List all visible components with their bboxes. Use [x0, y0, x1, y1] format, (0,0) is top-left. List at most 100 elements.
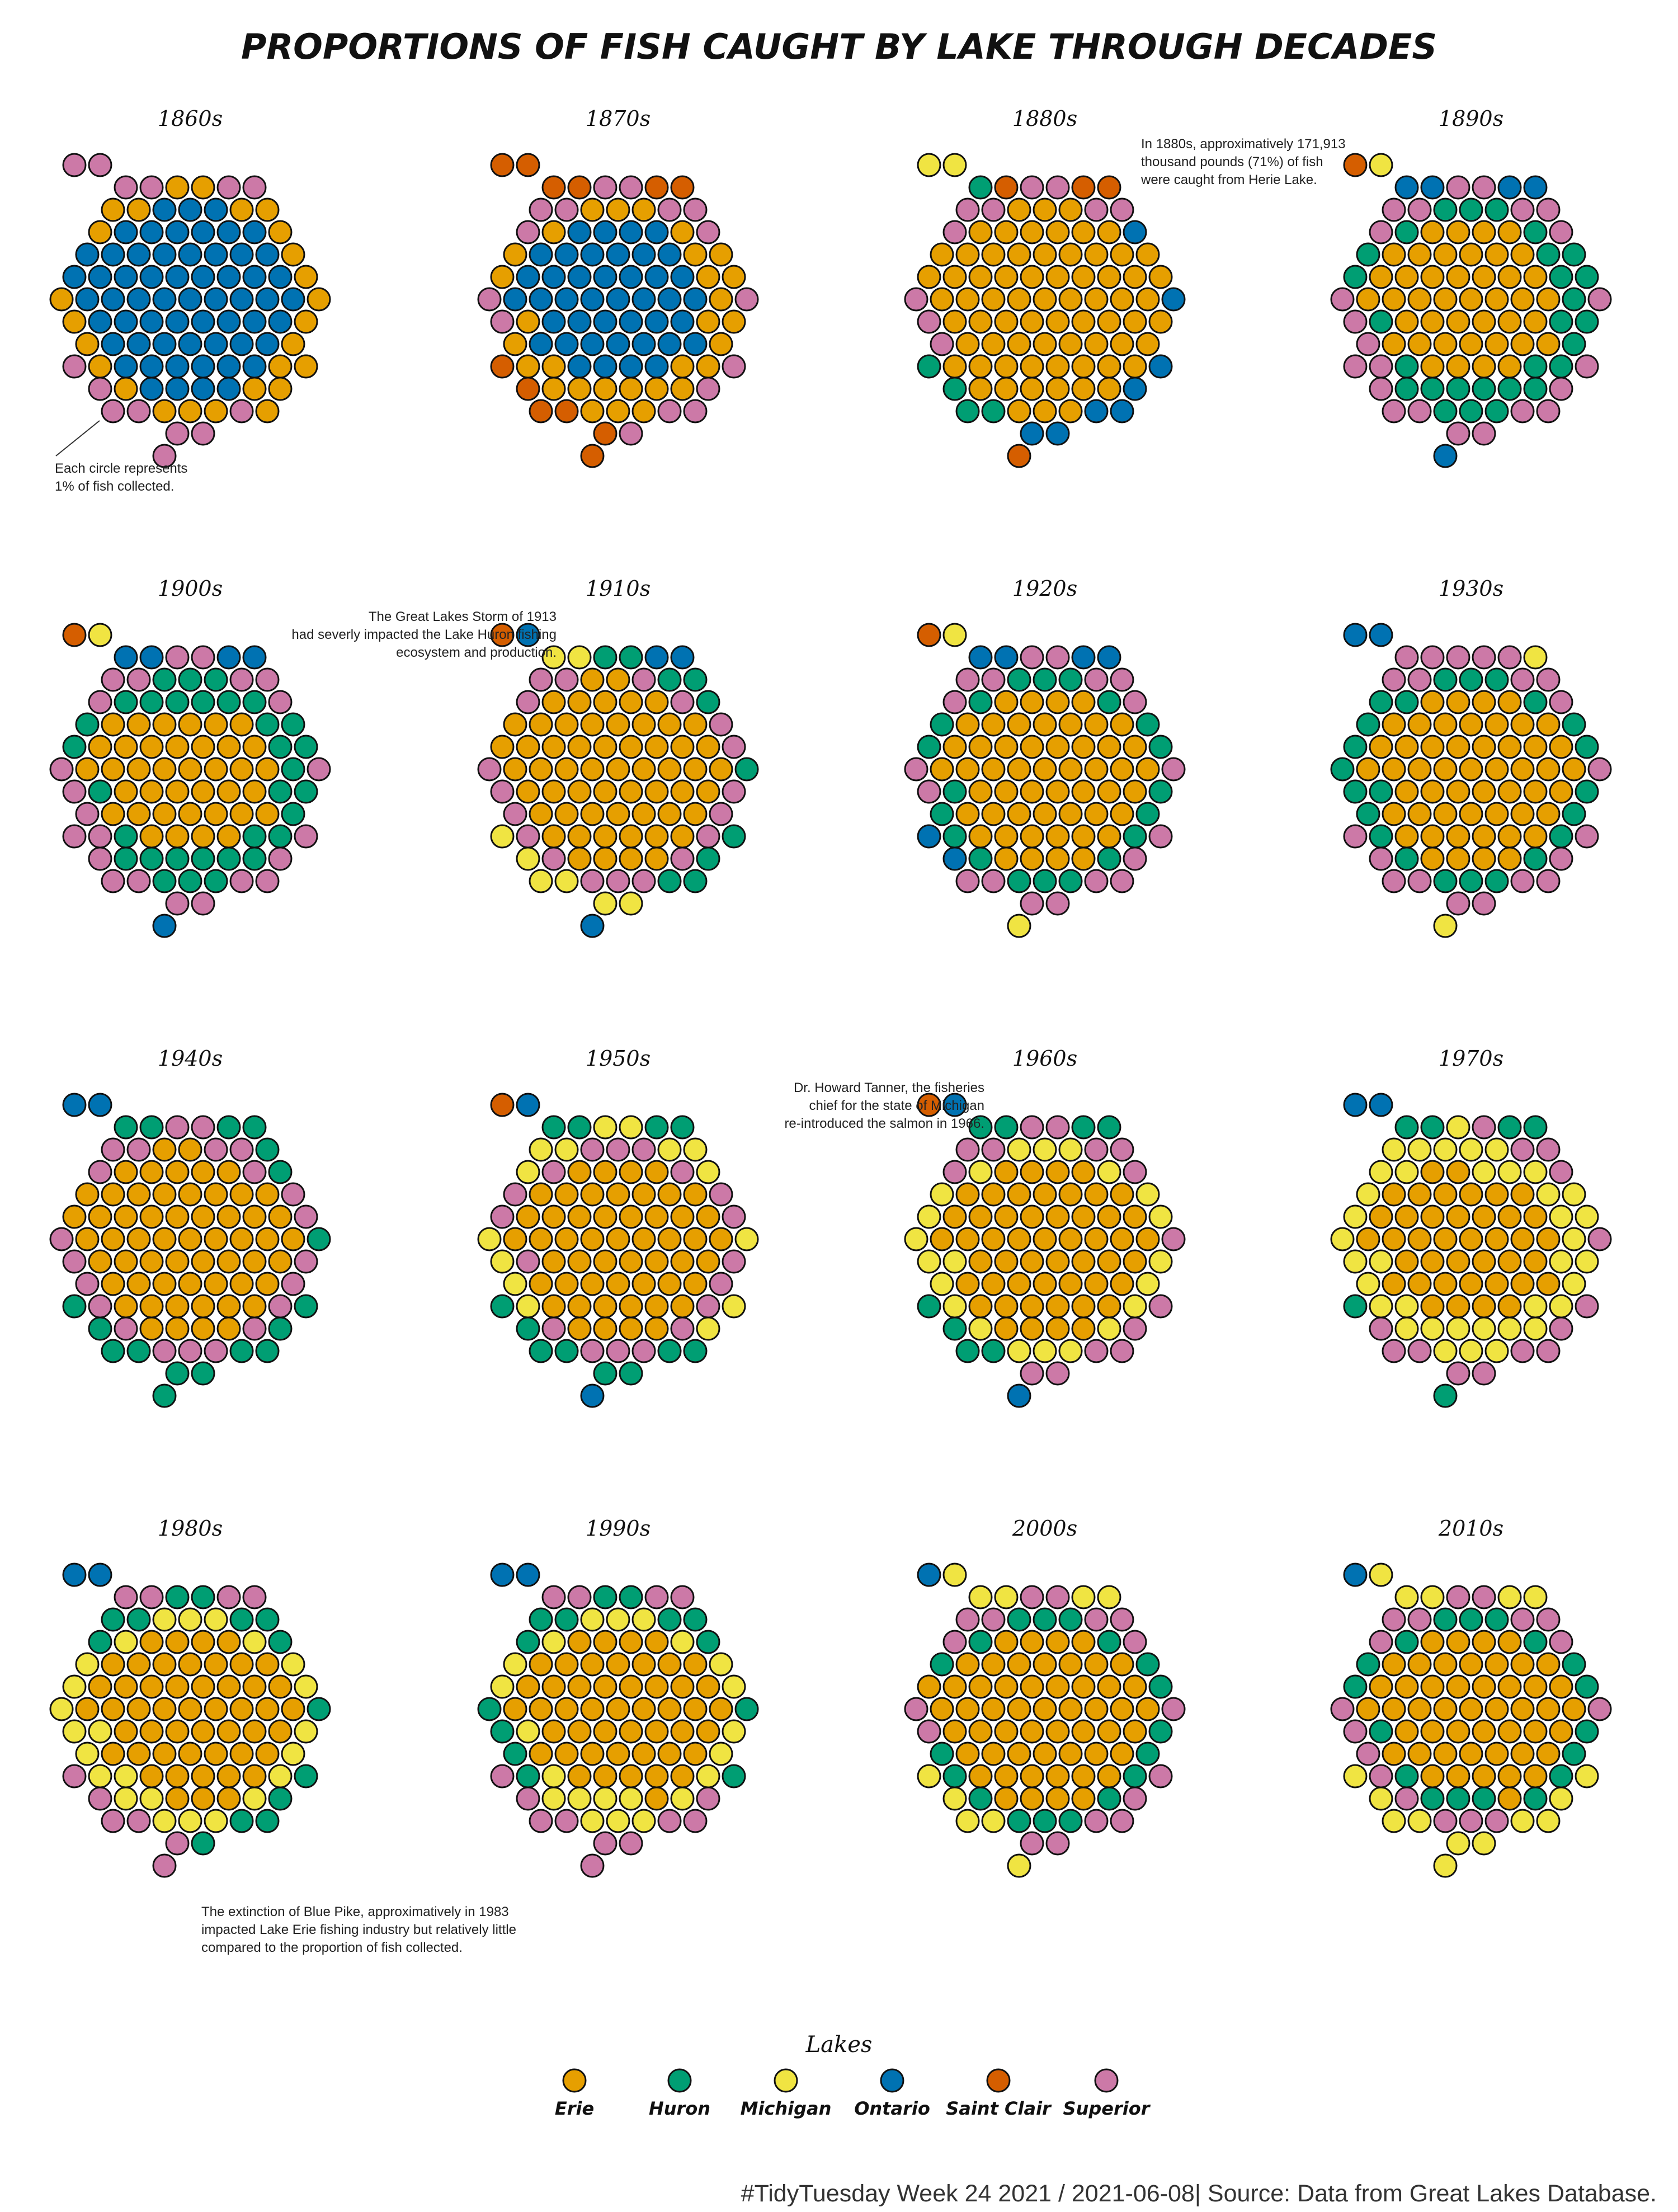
circle-erie — [1033, 1227, 1057, 1251]
circle-michigan — [930, 1182, 954, 1207]
circle-huron — [1433, 1607, 1458, 1632]
circle-huron — [281, 757, 305, 782]
circle-erie — [1058, 242, 1083, 267]
circle-huron — [1394, 690, 1419, 714]
circle-erie — [1058, 757, 1083, 782]
circle-ontario — [606, 242, 630, 267]
circle-erie — [1110, 1742, 1134, 1766]
circle-erie — [1484, 712, 1509, 737]
circle-huron — [1394, 1115, 1419, 1140]
circle-saint-clair — [1007, 444, 1031, 468]
circle-michigan — [1007, 1339, 1031, 1363]
circle-erie — [126, 1742, 151, 1766]
circle-saint-clair — [994, 175, 1019, 200]
decade-label: 1970s — [1439, 1046, 1503, 1071]
circle-erie — [541, 376, 566, 401]
circle-superior — [1110, 667, 1134, 692]
circle-erie — [968, 1249, 993, 1274]
circle-erie — [191, 1630, 215, 1654]
circle-ontario — [1343, 1093, 1368, 1117]
circle-erie — [1033, 1742, 1057, 1766]
circle-michigan — [1394, 1160, 1419, 1184]
circle-erie — [1382, 757, 1406, 782]
circle-erie — [1356, 1227, 1380, 1251]
circle-erie — [1097, 354, 1121, 379]
circle-erie — [567, 1630, 592, 1654]
circle-ontario — [1097, 645, 1121, 670]
circle-erie — [126, 712, 151, 737]
circle-erie — [968, 1719, 993, 1744]
circle-erie — [503, 712, 527, 737]
circle-erie — [955, 712, 980, 737]
circle-erie — [139, 1674, 164, 1699]
circle-erie — [1407, 1742, 1432, 1766]
circle-erie — [567, 376, 592, 401]
circle-superior — [904, 1697, 928, 1721]
circle-superior — [1549, 690, 1573, 714]
circle-superior — [1407, 1339, 1432, 1363]
circle-erie — [216, 1204, 241, 1229]
circle-michigan — [1433, 1339, 1458, 1363]
circle-huron — [1097, 690, 1121, 714]
circle-ontario — [242, 645, 267, 670]
circle-superior — [981, 197, 1006, 222]
circle-huron — [229, 1809, 254, 1833]
circle-erie — [114, 1204, 138, 1229]
circle-erie — [152, 1227, 177, 1251]
circle-erie — [165, 1294, 190, 1319]
circle-erie — [580, 667, 605, 692]
circle-huron — [126, 1607, 151, 1632]
circle-michigan — [1369, 153, 1393, 177]
circle-erie — [1523, 779, 1548, 804]
circle-superior — [516, 824, 540, 849]
circle-superior — [191, 645, 215, 670]
circle-erie — [1045, 354, 1070, 379]
panel-1880s: 1880s — [904, 106, 1186, 468]
circle-erie — [1020, 824, 1044, 849]
circle-erie — [1420, 1204, 1445, 1229]
circle-erie — [1020, 1719, 1044, 1744]
circle-superior — [165, 891, 190, 916]
circle-erie — [541, 824, 566, 849]
circle-erie — [683, 1697, 708, 1721]
circle-huron — [490, 1719, 515, 1744]
circle-superior — [101, 399, 125, 423]
circle-erie — [307, 287, 331, 312]
circle-ontario — [567, 309, 592, 334]
circle-erie — [1097, 1764, 1121, 1789]
circle-superior — [1382, 197, 1406, 222]
circle-erie — [1020, 1249, 1044, 1274]
circle-superior — [307, 757, 331, 782]
circle-huron — [242, 824, 267, 849]
circle-erie — [580, 399, 605, 423]
circle-superior — [1330, 1697, 1355, 1721]
circle-michigan — [204, 1809, 228, 1833]
circle-erie — [1536, 712, 1561, 737]
circle-erie — [968, 1294, 993, 1319]
circle-erie — [1472, 1674, 1496, 1699]
circle-ontario — [101, 332, 125, 356]
circle-saint-clair — [1071, 175, 1096, 200]
circle-erie — [1459, 1227, 1483, 1251]
circle-superior — [114, 1316, 138, 1341]
circle-ontario — [114, 220, 138, 244]
circle-michigan — [968, 1160, 993, 1184]
circle-michigan — [1562, 1272, 1586, 1296]
circle-ontario — [516, 1093, 540, 1117]
circle-huron — [930, 712, 954, 737]
circle-erie — [631, 1227, 656, 1251]
circle-erie — [981, 712, 1006, 737]
circle-erie — [1446, 1294, 1470, 1319]
circle-erie — [1084, 802, 1109, 826]
circle-superior — [62, 153, 87, 177]
circle-ontario — [942, 846, 967, 871]
circle-erie — [1484, 1182, 1509, 1207]
circle-superior — [62, 779, 87, 804]
circle-michigan — [917, 1249, 941, 1274]
circle-michigan — [516, 846, 540, 871]
circle-huron — [1343, 735, 1368, 759]
circle-erie — [644, 1204, 669, 1229]
circle-erie — [178, 1742, 202, 1766]
circle-superior — [580, 1853, 605, 1878]
